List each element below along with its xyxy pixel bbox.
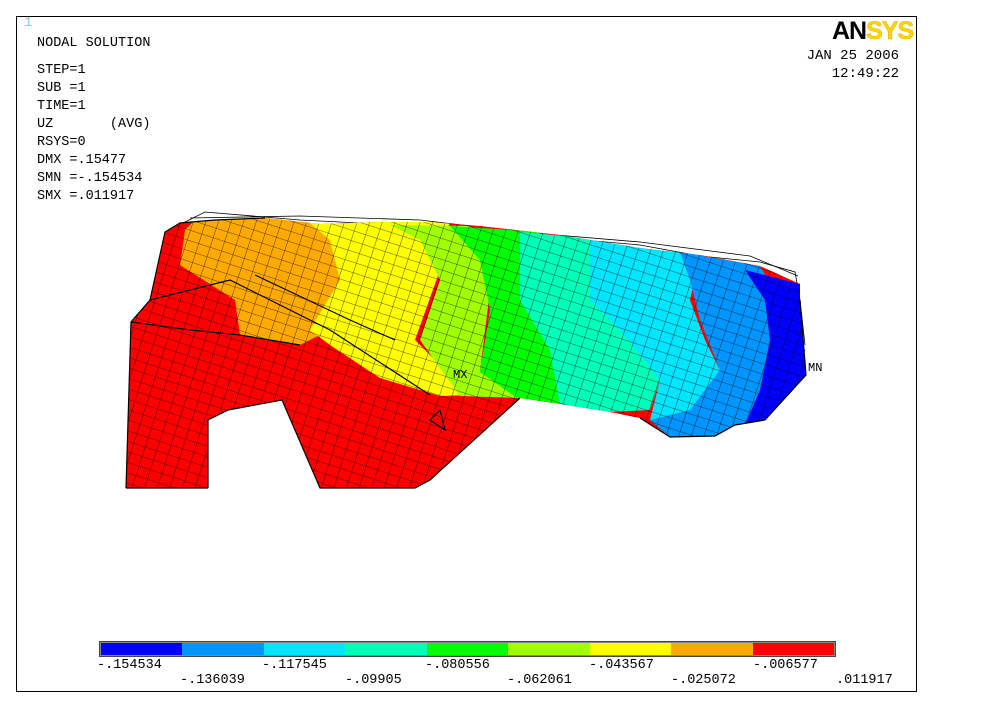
- param-smn: SMN =-.154534: [37, 171, 143, 186]
- legend-label: -.154534: [97, 658, 162, 673]
- param-step: STEP=1: [37, 63, 86, 78]
- legend-swatch: [589, 643, 672, 655]
- legend-label: -.006577: [753, 658, 818, 673]
- legend-swatch: [182, 643, 264, 655]
- legend-label: -.117545: [262, 658, 327, 673]
- contour-legend-bar: [99, 641, 836, 657]
- param-smx: SMX =.011917: [37, 189, 135, 204]
- legend-label: -.136039: [180, 673, 245, 688]
- param-sub: SUB =1: [37, 81, 86, 96]
- legend-label: -.080556: [425, 658, 490, 673]
- legend-label: -.043567: [589, 658, 654, 673]
- legend-label: -.025072: [671, 673, 736, 688]
- max-marker: MX: [453, 368, 468, 382]
- legend-swatch: [263, 643, 346, 655]
- legend-swatch: [426, 643, 509, 655]
- param-rsys: RSYS=0: [37, 135, 86, 150]
- plot-title: NODAL SOLUTION: [37, 36, 151, 51]
- legend-swatch: [508, 643, 590, 655]
- contour-bands: [126, 218, 806, 488]
- date-stamp: JAN 25 2006: [806, 48, 899, 64]
- legend-swatch: [752, 643, 834, 655]
- window-number: 1: [24, 15, 33, 31]
- param-result: UZ (AVG): [37, 117, 151, 132]
- fold-lines: [125, 217, 807, 489]
- legend-swatch: [671, 643, 753, 655]
- param-time: TIME=1: [37, 99, 86, 114]
- legend-swatch: [345, 643, 427, 655]
- legend-label: -.09905: [345, 673, 402, 688]
- min-marker: MN: [808, 361, 823, 375]
- time-stamp: 12:49:22: [831, 66, 899, 82]
- legend-swatch: [101, 643, 183, 655]
- legend-label: -.062061: [507, 673, 572, 688]
- legend-label: .011917: [836, 673, 893, 688]
- param-dmx: DMX =.15477: [37, 153, 127, 168]
- ansys-logo: ANSYS: [832, 17, 914, 46]
